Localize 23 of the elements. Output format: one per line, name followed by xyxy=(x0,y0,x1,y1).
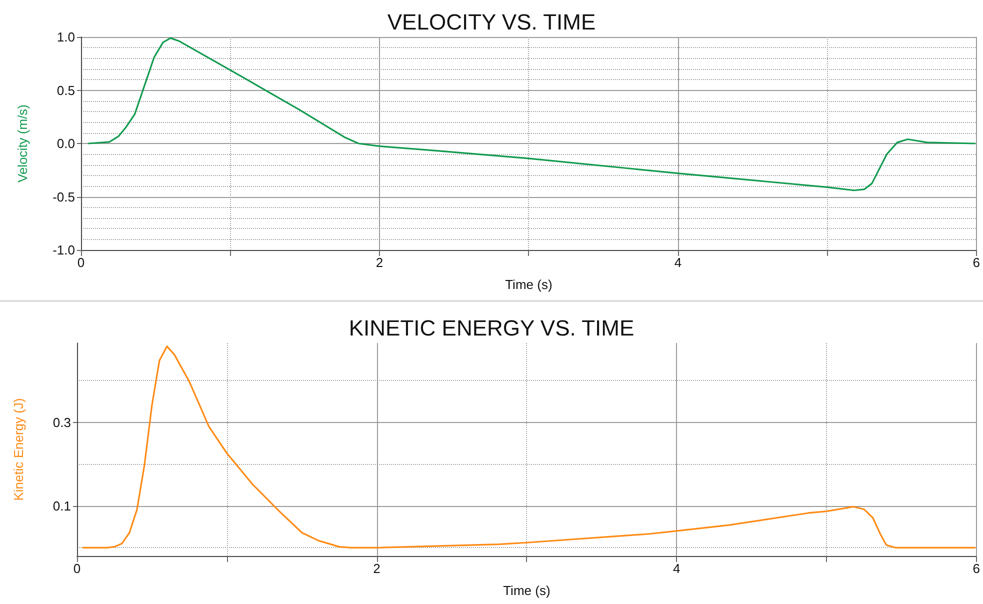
x-tick-label: 4 xyxy=(672,561,680,576)
chart-title: VELOCITY VS. TIME xyxy=(387,10,596,34)
y-tick-label: 0.1 xyxy=(52,498,71,514)
x-tick-label: 6 xyxy=(972,561,980,576)
y-axis-title: Kinetic Energy (J) xyxy=(11,398,26,501)
x-tick-label: 6 xyxy=(972,255,980,270)
y-tick-label: 1.0 xyxy=(56,30,75,44)
x-tick-label: 0 xyxy=(77,255,85,270)
x-tick-label: 4 xyxy=(674,255,682,270)
x-tick-label: 0 xyxy=(73,561,81,576)
x-tick-label: 2 xyxy=(376,255,384,270)
line-series xyxy=(88,37,976,192)
x-axis-title: Time (s) xyxy=(503,583,550,598)
x-axis-title: Time (s) xyxy=(505,277,552,292)
y-axis-title: Velocity (m/s) xyxy=(15,104,30,183)
y-tick-label: 0.3 xyxy=(52,414,71,430)
chart-title: KINETIC ENERGY VS. TIME xyxy=(348,316,634,340)
y-tick-label: 0.0 xyxy=(56,136,75,151)
y-tick-label: -1.0 xyxy=(52,242,75,258)
line-series xyxy=(82,346,976,548)
y-tick-label: -0.5 xyxy=(52,189,75,204)
x-tick-label: 2 xyxy=(373,561,380,576)
y-tick-label: 0.5 xyxy=(56,82,75,98)
